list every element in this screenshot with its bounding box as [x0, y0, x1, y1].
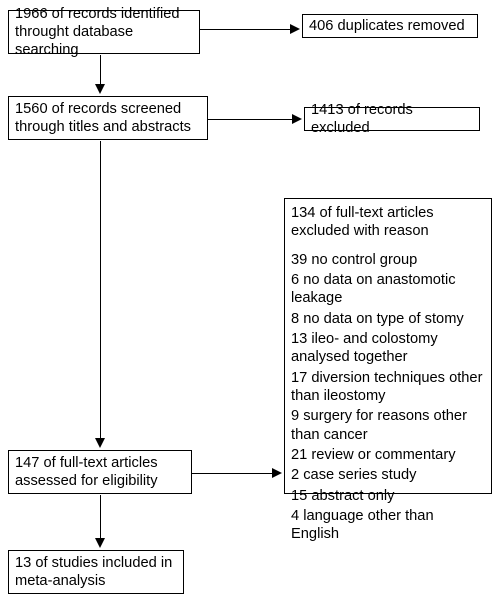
arrow-a_id_dup	[200, 29, 290, 30]
node-screened: 1560 of records screened through titles …	[8, 96, 208, 140]
node-included: 13 of studies included in meta-analysis	[8, 550, 184, 594]
arrow-a_ft_inc-head	[95, 538, 105, 548]
arrow-a_scr_ex1-head	[292, 114, 302, 124]
node-identified: 1966 of records identified throught data…	[8, 10, 200, 54]
node-duplicates: 406 duplicates removed	[302, 14, 478, 38]
node-excluded1: 1413 of records excluded	[304, 107, 480, 131]
excl-reasons-header: 134 of full-text articles excluded with …	[291, 204, 485, 241]
arrow-a_id_scr-head	[95, 84, 105, 94]
excl-reason-item: 15 abstract only	[291, 487, 485, 505]
prisma-flowchart: 1966 of records identified throught data…	[0, 0, 500, 614]
node-fulltext-label: 147 of full-text articles assessed for e…	[15, 454, 185, 491]
arrow-a_id_dup-head	[290, 24, 300, 34]
excl-reason-item: 39 no control group	[291, 251, 485, 269]
arrow-a_id_scr	[100, 55, 101, 84]
node-screened-label: 1560 of records screened through titles …	[15, 100, 201, 137]
excl-reason-item: 9 surgery for reasons other than cancer	[291, 407, 485, 444]
arrow-a_scr_ft-head	[95, 438, 105, 448]
arrow-a_ft_inc	[100, 495, 101, 538]
arrow-a_ft_exr	[192, 473, 272, 474]
node-excluded1-label: 1413 of records excluded	[311, 101, 473, 138]
excl-reason-item: 2 case series study	[291, 466, 485, 484]
excl-reason-item: 8 no data on type of stomy	[291, 310, 485, 328]
node-exclReasons-content: 134 of full-text articles excluded with …	[291, 204, 485, 544]
node-fulltext: 147 of full-text articles assessed for e…	[8, 450, 192, 494]
excl-reason-item: 6 no data on anastomotic leakage	[291, 271, 485, 308]
node-duplicates-label: 406 duplicates removed	[309, 17, 465, 35]
excl-reason-item: 17 diversion techniques other than ileos…	[291, 369, 485, 406]
arrow-a_scr_ex1	[208, 119, 292, 120]
arrow-a_scr_ft	[100, 141, 101, 438]
excl-reason-item: 21 review or commentary	[291, 446, 485, 464]
excl-reason-item: 13 ileo- and colostomy analysed together	[291, 330, 485, 367]
excl-reason-item: 4 language other than English	[291, 507, 485, 544]
node-exclReasons: 134 of full-text articles excluded with …	[284, 198, 492, 494]
node-included-label: 13 of studies included in meta-analysis	[15, 554, 177, 591]
node-identified-label: 1966 of records identified throught data…	[15, 5, 193, 60]
arrow-a_ft_exr-head	[272, 468, 282, 478]
